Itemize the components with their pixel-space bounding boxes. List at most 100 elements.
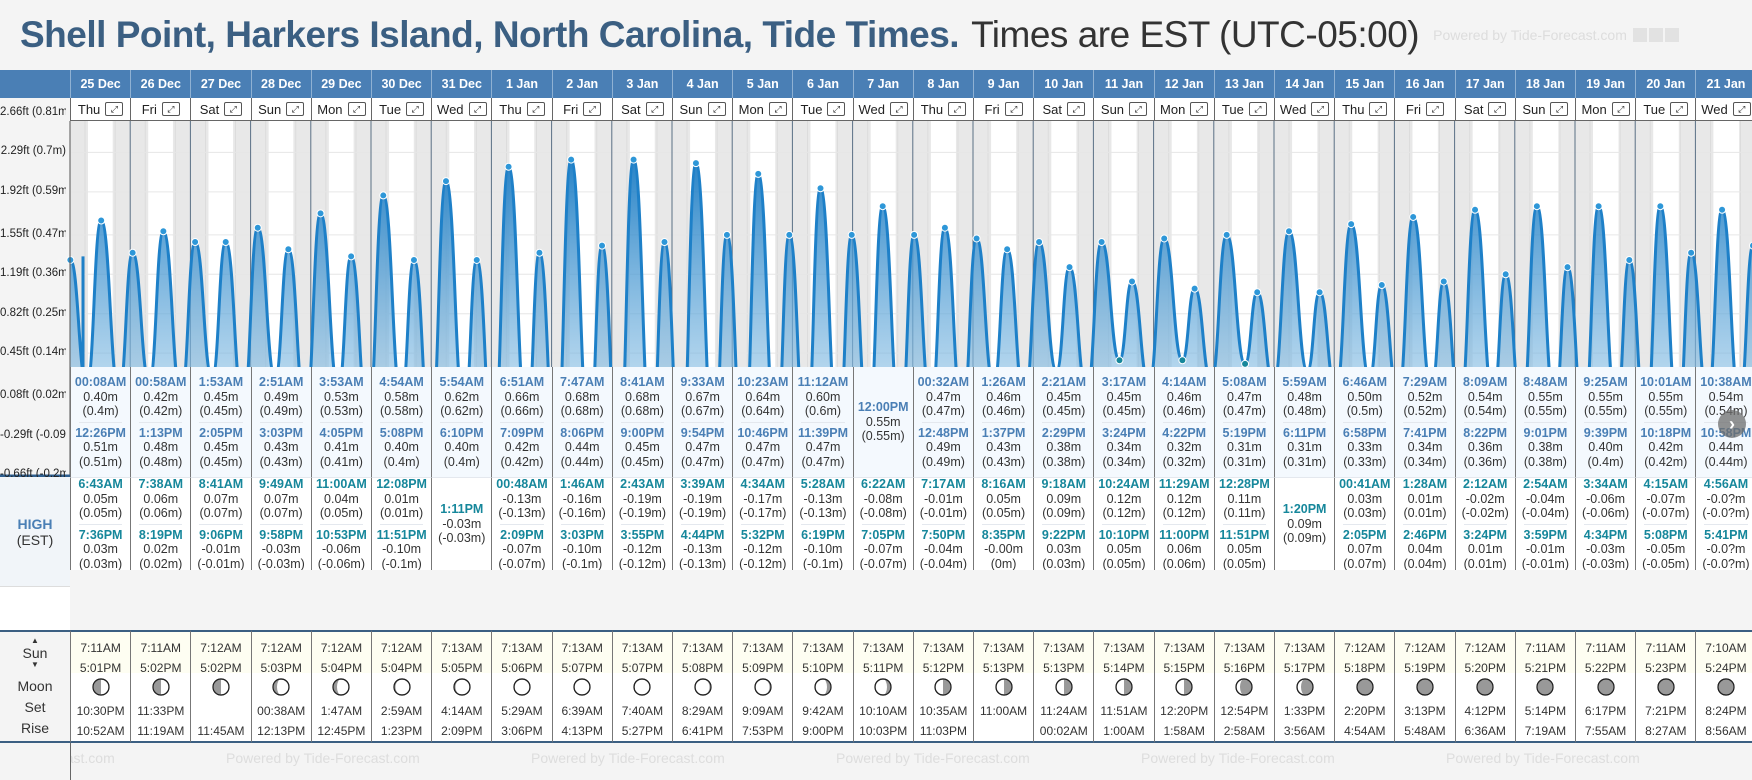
high-tide-point[interactable] xyxy=(159,227,168,236)
high-tide-point[interactable] xyxy=(1563,263,1572,272)
high-tide-point[interactable] xyxy=(878,202,887,211)
high-tide-point[interactable] xyxy=(128,248,137,257)
expand-day-icon[interactable]: ⤢ xyxy=(1129,102,1148,116)
expand-day-icon[interactable]: ⤢ xyxy=(1311,102,1330,116)
expand-day-icon[interactable]: ⤢ xyxy=(1670,102,1689,116)
high-tide-point[interactable] xyxy=(1377,281,1386,290)
high-tide-point[interactable] xyxy=(284,245,293,254)
high-tide-point[interactable] xyxy=(1439,277,1448,286)
weekday-header: Fri ⤢ xyxy=(1394,98,1455,121)
high-tide-point[interactable] xyxy=(816,184,825,193)
high-tide-height-alt: (0.66m) xyxy=(500,404,544,418)
high-tide-point[interactable] xyxy=(97,216,106,225)
high-tide-point[interactable] xyxy=(316,209,325,218)
high-tide-point[interactable] xyxy=(1253,288,1262,297)
scroll-next-button[interactable]: › xyxy=(1718,410,1746,438)
low-tide-height: -0.17m xyxy=(743,491,783,506)
high-tide-point[interactable] xyxy=(1003,245,1012,254)
low-tide-point[interactable] xyxy=(1115,356,1124,365)
high-tide-point[interactable] xyxy=(1190,284,1199,293)
high-tide-point[interactable] xyxy=(535,248,544,257)
powered-by-link[interactable]: Powered by Tide-Forecast.com xyxy=(1433,27,1627,43)
moonset-time: 8:24PM xyxy=(1705,704,1747,718)
moonrise-label: Rise xyxy=(20,720,49,736)
expand-day-icon[interactable]: ⤢ xyxy=(286,102,305,116)
expand-day-icon[interactable]: ⤢ xyxy=(347,102,366,116)
high-tide-point[interactable] xyxy=(1532,202,1541,211)
low-tide-entry: 11:00AM 0.04m (0.05m) xyxy=(312,478,371,521)
expand-day-icon[interactable]: ⤢ xyxy=(1067,102,1086,116)
high-tide-point[interactable] xyxy=(1501,270,1510,279)
high-tide-point[interactable] xyxy=(504,162,513,171)
high-tide-point[interactable] xyxy=(347,252,356,261)
high-tide-point[interactable] xyxy=(754,169,763,178)
high-tide-point[interactable] xyxy=(910,230,919,239)
expand-day-icon[interactable]: ⤢ xyxy=(1004,102,1023,116)
expand-day-icon[interactable]: ⤢ xyxy=(948,102,967,116)
high-tide-point[interactable] xyxy=(940,223,949,232)
high-tide-point[interactable] xyxy=(1347,220,1356,229)
high-tide-point[interactable] xyxy=(1687,248,1696,257)
high-tide-point[interactable] xyxy=(1128,277,1137,286)
high-tide-point[interactable] xyxy=(409,255,418,264)
high-tide-point[interactable] xyxy=(629,155,638,164)
high-tide-point[interactable] xyxy=(472,255,481,264)
expand-day-icon[interactable]: ⤢ xyxy=(224,102,243,116)
low-tide-point[interactable] xyxy=(1178,356,1187,365)
expand-day-icon[interactable]: ⤢ xyxy=(645,102,664,116)
high-tide-point[interactable] xyxy=(1594,202,1603,211)
expand-day-icon[interactable]: ⤢ xyxy=(583,102,602,116)
high-tide-point[interactable] xyxy=(1315,288,1324,297)
high-tide-point[interactable] xyxy=(567,155,576,164)
expand-day-icon[interactable]: ⤢ xyxy=(1488,102,1507,116)
expand-day-icon[interactable]: ⤢ xyxy=(1732,102,1751,116)
high-tide-point[interactable] xyxy=(722,230,731,239)
high-tide-point[interactable] xyxy=(1749,241,1752,250)
high-tide-point[interactable] xyxy=(598,241,607,250)
high-tide-point[interactable] xyxy=(1035,238,1044,247)
high-tide-point[interactable] xyxy=(785,230,794,239)
expand-day-icon[interactable]: ⤢ xyxy=(406,102,425,116)
expand-day-icon[interactable]: ⤢ xyxy=(889,102,908,116)
high-tide-height: 0.31m xyxy=(1287,440,1322,454)
expand-day-icon[interactable]: ⤢ xyxy=(1611,102,1630,116)
expand-day-icon[interactable]: ⤢ xyxy=(526,102,545,116)
high-tide-point[interactable] xyxy=(441,177,450,186)
high-tide-point[interactable] xyxy=(379,191,388,200)
expand-day-icon[interactable]: ⤢ xyxy=(768,102,787,116)
low-tide-entry: 3:34AM -0.06m (-0.06m) xyxy=(1576,478,1635,521)
weekday-header: Sun ⤢ xyxy=(1093,98,1154,121)
high-tide-point[interactable] xyxy=(1222,230,1231,239)
expand-day-icon[interactable]: ⤢ xyxy=(1550,102,1569,116)
high-tide-point[interactable] xyxy=(660,238,669,247)
expand-day-icon[interactable]: ⤢ xyxy=(1248,102,1267,116)
low-tide-height-alt: (0.05m) xyxy=(1102,556,1146,571)
high-tide-point[interactable] xyxy=(1160,234,1169,243)
high-tide-point[interactable] xyxy=(1471,205,1480,214)
high-tide-point[interactable] xyxy=(191,238,200,247)
expand-day-icon[interactable]: ⤢ xyxy=(707,102,726,116)
high-tide-point[interactable] xyxy=(691,159,700,168)
high-tide-point[interactable] xyxy=(253,223,262,232)
high-tide-point[interactable] xyxy=(972,234,981,243)
high-tide-point[interactable] xyxy=(1656,202,1665,211)
high-tide-point[interactable] xyxy=(1625,255,1634,264)
high-tide-point[interactable] xyxy=(1718,205,1727,214)
high-tide-point[interactable] xyxy=(1285,227,1294,236)
expand-day-icon[interactable]: ⤢ xyxy=(161,102,180,116)
high-tide-point[interactable] xyxy=(1097,238,1106,247)
weekday-label: Thu xyxy=(1342,101,1365,117)
high-tide-point[interactable] xyxy=(221,238,230,247)
expand-day-icon[interactable]: ⤢ xyxy=(827,102,846,116)
expand-day-icon[interactable]: ⤢ xyxy=(1190,102,1209,116)
expand-day-icon[interactable]: ⤢ xyxy=(1369,102,1388,116)
high-tide-point[interactable] xyxy=(1065,263,1074,272)
high-tide-point[interactable] xyxy=(847,230,856,239)
weekday-header: Tue ⤢ xyxy=(1213,98,1274,121)
high-tide-point[interactable] xyxy=(1409,212,1418,221)
expand-day-icon[interactable]: ⤢ xyxy=(1426,102,1445,116)
weekday-header: Fri ⤢ xyxy=(130,98,191,121)
low-tide-height: -0.19m xyxy=(683,491,723,506)
expand-day-icon[interactable]: ⤢ xyxy=(468,102,487,116)
expand-day-icon[interactable]: ⤢ xyxy=(105,102,124,116)
